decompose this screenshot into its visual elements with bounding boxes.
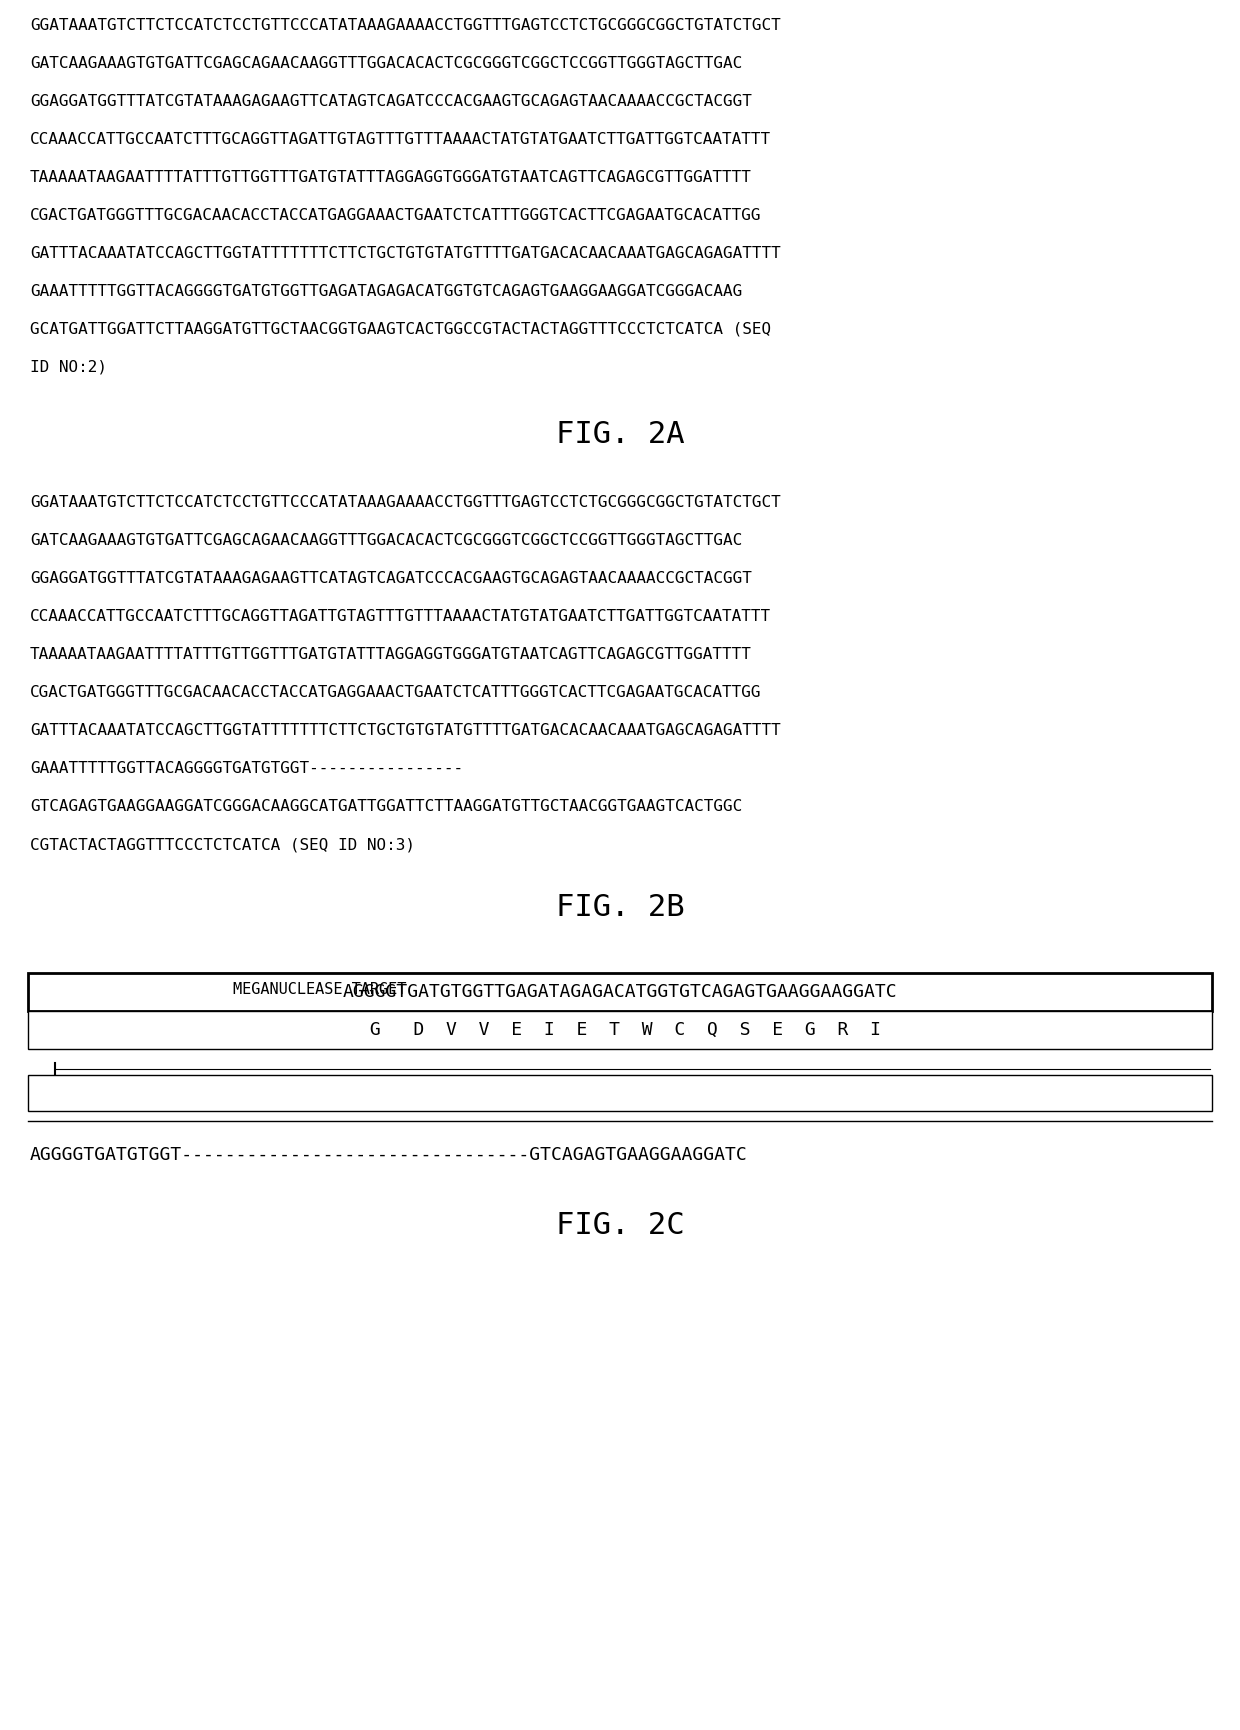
Text: GGAGGATGGTTTATCGTATAAAGAGAAGTTCATAGTCAGATCCCACGAAGTGCAGAGTAACAAAACCGCTACGGT: GGAGGATGGTTTATCGTATAAAGAGAAGTTCATAGTCAGA… [30,93,751,109]
Text: MEGANUCLEASE TARGET: MEGANUCLEASE TARGET [233,983,407,998]
Text: CCAAACCATTGCCAATCTTTGCAGGTTAGATTGTAGTTTGTTTAAAACTATGTATGAATCTTGATTGGTCAATATTT: CCAAACCATTGCCAATCTTTGCAGGTTAGATTGTAGTTTG… [30,609,771,625]
Text: AGGGGTGATGTGGT--------------------------------GTCAGAGTGAAGGAAGGATC: AGGGGTGATGTGGT--------------------------… [30,1145,748,1164]
Bar [29,1010,1211,1048]
Text: GGAGGATGGTTTATCGTATAAAGAGAAGTTCATAGTCAGATCCCACGAAGTGCAGAGTAACAAAACCGCTACGGT: GGAGGATGGTTTATCGTATAAAGAGAAGTTCATAGTCAGA… [30,571,751,586]
Text: CGACTGATGGGTTTGCGACAACACCTACCATGAGGAAACTGAATCTCATTTGGGTCACTTCGAGAATGCACATTGG: CGACTGATGGGTTTGCGACAACACCTACCATGAGGAAACT… [30,685,761,701]
Text: GATCAAGAAAGTGTGATTCGAGCAGAACAAGGTTTGGACACACTCGCGGGTCGGCTCCGGTTGGGTAGCTTGAC: GATCAAGAAAGTGTGATTCGAGCAGAACAAGGTTTGGACA… [30,533,743,548]
Text: FIG. 2C: FIG. 2C [556,1211,684,1240]
Text: GAAATTTTTGGTTACAGGGGTGATGTGGTTGAGATAGAGACATGGTGTCAGAGTGAAGGAAGGATCGGGACAAG: GAAATTTTTGGTTACAGGGGTGATGTGGTTGAGATAGAGA… [30,284,743,299]
Text: ID NO:2): ID NO:2) [30,360,107,375]
Text: GATTTACAAATATCCAGCTTGGTATTTTTTTCTTCTGCTGTGTATGTTTTGATGACACAACAAATGAGCAGAGATTTT: GATTTACAAATATCCAGCTTGGTATTTTTTTCTTCTGCTG… [30,246,781,261]
Text: GAAATTTTTGGTTACAGGGGTGATGTGGT----------------: GAAATTTTTGGTTACAGGGGTGATGTGGT-----------… [30,761,463,777]
Text: GTCAGAGTGAAGGAAGGATCGGGACAAGGCATGATTGGATTCTTAAGGATGTTGCTAACGGTGAAGTCACTGGC: GTCAGAGTGAAGGAAGGATCGGGACAAGGCATGATTGGAT… [30,799,743,815]
Bar [29,1074,1211,1111]
Text: CGTACTACTAGGTTTCCCTCTCATCA (SEQ ID NO:3): CGTACTACTAGGTTTCCCTCTCATCA (SEQ ID NO:3) [30,837,415,851]
Text: TAAAAATAAGAATTTTATTTGTTGGTTTGATGTATTTAGGAGGTGGGATGTAATCAGTTCAGAGCGTTGGATTTT: TAAAAATAAGAATTTTATTTGTTGGTTTGATGTATTTAGG… [30,170,751,185]
Text: GCATGATTGGATTCTTAAGGATGTTGCTAACGGTGAAGTCACTGGCCGTACTACTAGGTTTCCCTCTCATCA (SEQ: GCATGATTGGATTCTTAAGGATGTTGCTAACGGTGAAGTC… [30,322,771,337]
Text: AGGGGTGATGTGGTTGAGATAGAGACATGGTGTCAGAGTGAAGGAAGGATC: AGGGGTGATGTGGTTGAGATAGAGACATGGTGTCAGAGTG… [342,983,898,1002]
Text: GATCAAGAAAGTGTGATTCGAGCAGAACAAGGTTTGGACACACTCGCGGGTCGGCTCCGGTTGGGTAGCTTGAC: GATCAAGAAAGTGTGATTCGAGCAGAACAAGGTTTGGACA… [30,55,743,71]
Text: GGATAAATGTCTTCTCCATCTCCTGTTCCCATATAAAGAAAACCTGGTTTGAGTCCTCTGCGGGCGGCTGTATCTGCT: GGATAAATGTCTTCTCCATCTCCTGTTCCCATATAAAGAA… [30,17,781,33]
Text: GGATAAATGTCTTCTCCATCTCCTGTTCCCATATAAAGAAAACCTGGTTTGAGTCCTCTGCGGGCGGCTGTATCTGCT: GGATAAATGTCTTCTCCATCTCCTGTTCCCATATAAAGAA… [30,495,781,510]
Text: FIG. 2B: FIG. 2B [556,893,684,922]
Bar [130,972,510,1007]
Text: CCAAACCATTGCCAATCTTTGCAGGTTAGATTGTAGTTTGTTTAAAACTATGTATGAATCTTGATTGGTCAATATTT: CCAAACCATTGCCAATCTTTGCAGGTTAGATTGTAGTTTG… [30,131,771,147]
Bar [29,972,1211,1010]
Text: FIG. 2A: FIG. 2A [556,420,684,450]
Text: GATTTACAAATATCCAGCTTGGTATTTTTTTCTTCTGCTGTGTATGTTTTGATGACACAACAAATGAGCAGAGATTTT: GATTTACAAATATCCAGCTTGGTATTTTTTTCTTCTGCTG… [30,723,781,739]
Text: G   D  V  V  E  I  E  T  W  C  Q  S  E  G  R  I: G D V V E I E T W C Q S E G R I [360,1021,880,1040]
Text: TAAAAATAAGAATTTTATTTGTTGGTTTGATGTATTTAGGAGGTGGGATGTAATCAGTTCAGAGCGTTGGATTTT: TAAAAATAAGAATTTTATTTGTTGGTTTGATGTATTTAGG… [30,647,751,663]
Text: CGACTGATGGGTTTGCGACAACACCTACCATGAGGAAACTGAATCTCATTTGGGTCACTTCGAGAATGCACATTGG: CGACTGATGGGTTTGCGACAACACCTACCATGAGGAAACT… [30,208,761,223]
